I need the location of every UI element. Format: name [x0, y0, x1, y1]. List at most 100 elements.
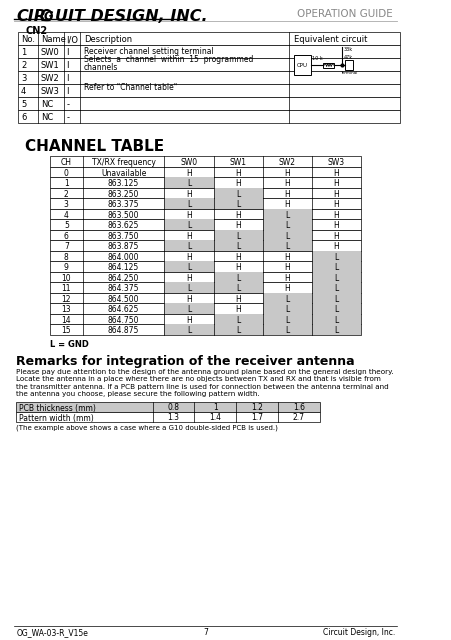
Text: 863.625: 863.625: [108, 221, 139, 230]
Text: L: L: [235, 326, 239, 335]
Text: (The example above shows a case where a G10 double-sided PCB is used.): (The example above shows a case where a …: [16, 424, 278, 431]
Bar: [50, 240, 360, 250]
Text: CIR: CIR: [16, 9, 46, 24]
Text: 1: 1: [212, 403, 217, 413]
Text: H: H: [235, 211, 240, 220]
Text: 5: 5: [64, 221, 69, 230]
Text: 11: 11: [61, 284, 71, 293]
Text: 6: 6: [64, 232, 69, 241]
Text: G: G: [44, 10, 54, 22]
Text: TX/RX frequency: TX/RX frequency: [92, 158, 155, 167]
Text: L: L: [333, 316, 338, 324]
Text: 10 k: 10 k: [311, 56, 322, 61]
Text: 10: 10: [61, 273, 71, 282]
Text: I: I: [66, 74, 69, 83]
Text: 864.625: 864.625: [108, 305, 139, 314]
Bar: [345, 60, 352, 70]
Bar: [18, 71, 399, 84]
Text: Please pay due attention to the design of the antenna ground plane based on the : Please pay due attention to the design o…: [16, 369, 393, 374]
Text: H: H: [332, 242, 338, 251]
Text: H: H: [284, 179, 290, 188]
Text: L: L: [235, 284, 239, 293]
Text: H: H: [235, 294, 240, 303]
Bar: [50, 271, 360, 282]
Bar: [50, 261, 360, 271]
Text: 2.7: 2.7: [292, 413, 304, 422]
Text: H: H: [235, 253, 240, 262]
Text: NC: NC: [41, 113, 53, 122]
Bar: [50, 188, 360, 198]
Text: -: -: [66, 100, 69, 109]
Bar: [50, 198, 360, 209]
Text: Unavailable: Unavailable: [101, 168, 146, 177]
Text: CH: CH: [61, 158, 72, 167]
Text: H: H: [186, 189, 192, 198]
Text: H: H: [235, 168, 240, 177]
Text: Terminal: Terminal: [340, 71, 357, 75]
Text: L: L: [235, 242, 239, 251]
Text: L: L: [333, 273, 338, 282]
Bar: [213, 324, 262, 335]
Bar: [18, 32, 399, 45]
Text: 1.4: 1.4: [209, 413, 221, 422]
Text: H: H: [186, 316, 192, 324]
Text: L: L: [235, 316, 239, 324]
Text: 1.3: 1.3: [167, 413, 179, 422]
Text: 9: 9: [64, 263, 69, 272]
Text: Refer to "Channel table": Refer to "Channel table": [83, 83, 176, 92]
Text: 7: 7: [202, 628, 207, 637]
Text: 14: 14: [61, 316, 71, 324]
Bar: [50, 177, 360, 188]
Bar: [262, 314, 311, 324]
Bar: [213, 230, 262, 240]
Text: 1.7: 1.7: [251, 413, 262, 422]
Bar: [18, 58, 399, 71]
Text: No.: No.: [21, 35, 35, 44]
Text: 863.250: 863.250: [108, 189, 139, 198]
Text: 4: 4: [21, 87, 26, 96]
Bar: [50, 156, 360, 166]
Bar: [164, 261, 213, 271]
Text: SW0: SW0: [180, 158, 197, 167]
Text: H: H: [284, 284, 290, 293]
Text: H: H: [284, 189, 290, 198]
Text: 15: 15: [61, 326, 71, 335]
Text: CHANNEL TABLE: CHANNEL TABLE: [25, 139, 164, 154]
Bar: [262, 303, 311, 314]
Text: 864.875: 864.875: [108, 326, 139, 335]
Text: 863.750: 863.750: [108, 232, 139, 241]
Text: SW2: SW2: [278, 158, 295, 167]
Text: 864.000: 864.000: [108, 253, 139, 262]
Text: CPU: CPU: [296, 63, 308, 67]
Text: H: H: [284, 253, 290, 262]
Text: L: L: [186, 242, 191, 251]
Text: H: H: [332, 179, 338, 188]
Bar: [16, 401, 319, 412]
Text: H: H: [332, 221, 338, 230]
Text: L: L: [186, 284, 191, 293]
Text: channels: channels: [83, 63, 118, 72]
Text: H: H: [235, 263, 240, 272]
Text: L: L: [186, 200, 191, 209]
Bar: [50, 314, 360, 324]
Text: Pattern width (mm): Pattern width (mm): [19, 413, 94, 422]
Bar: [50, 303, 360, 314]
Text: Equivalent circuit: Equivalent circuit: [293, 35, 366, 44]
Text: 2: 2: [21, 61, 26, 70]
Text: L: L: [186, 221, 191, 230]
Text: PCB thickness (mm): PCB thickness (mm): [19, 403, 96, 413]
Text: L: L: [333, 253, 338, 262]
Text: I: I: [66, 48, 69, 57]
Text: 863.875: 863.875: [108, 242, 139, 251]
Bar: [213, 198, 262, 209]
Text: 4: 4: [64, 211, 69, 220]
Text: H: H: [186, 232, 192, 241]
Bar: [18, 84, 399, 97]
Text: H: H: [284, 263, 290, 272]
Text: H: H: [332, 168, 338, 177]
Bar: [311, 324, 360, 335]
Text: -: -: [66, 113, 69, 122]
Bar: [294, 55, 310, 75]
Text: 8: 8: [64, 253, 69, 262]
Bar: [213, 240, 262, 250]
